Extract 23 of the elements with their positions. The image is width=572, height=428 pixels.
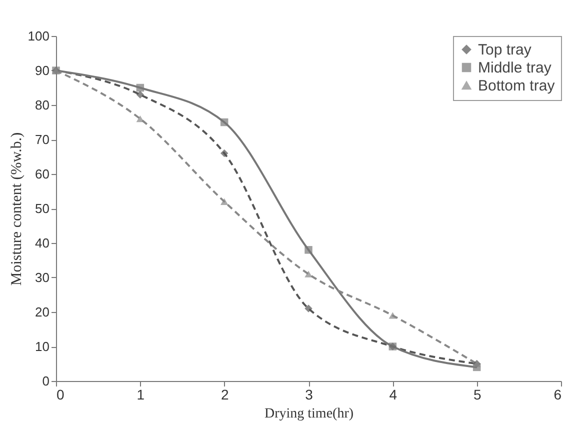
y-tick-label: 60: [35, 166, 50, 182]
y-tick-label: 100: [28, 28, 50, 44]
y-tick-label: 50: [35, 201, 50, 216]
y-tick-label: 20: [35, 304, 50, 320]
y-tick-label: 30: [35, 270, 50, 285]
y-tick-label: 10: [35, 339, 50, 354]
x-tick-label: 5: [473, 386, 482, 402]
x-tick-label: 3: [305, 386, 314, 402]
y-tick-label: 40: [35, 236, 50, 250]
legend-label: Bottom tray: [478, 78, 556, 94]
x-axis-title: Drying time(hr): [264, 406, 354, 422]
x-tick-label: 1: [136, 386, 145, 402]
legend-label: Top tray: [478, 42, 532, 58]
x-tick-label: 2: [220, 386, 229, 402]
x-tick-label: 4: [389, 386, 398, 402]
y-tick-label: 70: [35, 132, 50, 147]
x-tick-label: 6: [554, 386, 562, 402]
y-axis-title: Moisture content (%w.b.): [8, 132, 25, 286]
y-tick-label: 0: [42, 374, 50, 388]
y-tick-label: 80: [35, 98, 50, 112]
x-tick-label: 0: [56, 386, 64, 402]
y-tick-label: 90: [35, 63, 50, 78]
legend-label: Middle tray: [478, 60, 552, 76]
